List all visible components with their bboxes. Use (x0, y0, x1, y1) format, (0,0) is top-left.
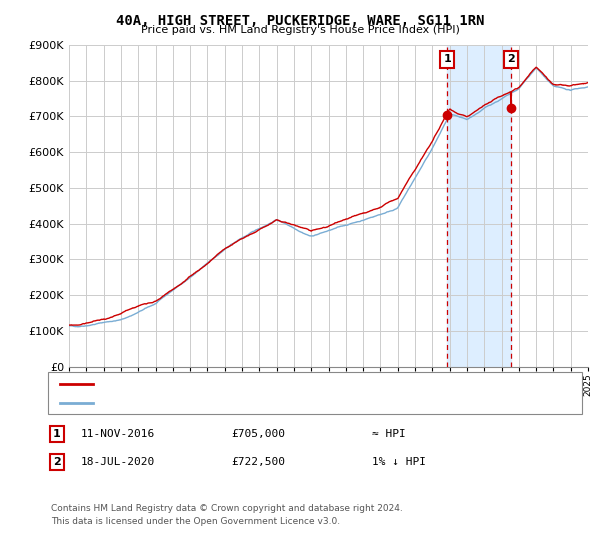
Text: HPI: Average price, detached house, East Hertfordshire: HPI: Average price, detached house, East… (99, 398, 416, 408)
Text: 2: 2 (53, 457, 61, 467)
Text: 1: 1 (53, 429, 61, 439)
Text: £705,000: £705,000 (231, 429, 285, 439)
Text: 11-NOV-2016: 11-NOV-2016 (81, 429, 155, 439)
Text: ≈ HPI: ≈ HPI (372, 429, 406, 439)
Bar (448, 45, 511, 367)
Text: £722,500: £722,500 (231, 457, 285, 467)
Text: 18-JUL-2020: 18-JUL-2020 (81, 457, 155, 467)
Text: 40A, HIGH STREET, PUCKERIDGE, WARE, SG11 1RN: 40A, HIGH STREET, PUCKERIDGE, WARE, SG11… (116, 14, 484, 28)
Text: Contains HM Land Registry data © Crown copyright and database right 2024.
This d: Contains HM Land Registry data © Crown c… (51, 505, 403, 526)
Text: 40A, HIGH STREET, PUCKERIDGE, WARE, SG11 1RN (detached house): 40A, HIGH STREET, PUCKERIDGE, WARE, SG11… (99, 379, 457, 389)
Text: 1% ↓ HPI: 1% ↓ HPI (372, 457, 426, 467)
Text: Price paid vs. HM Land Registry's House Price Index (HPI): Price paid vs. HM Land Registry's House … (140, 25, 460, 35)
Text: 2: 2 (507, 54, 515, 64)
Text: 1: 1 (443, 54, 451, 64)
